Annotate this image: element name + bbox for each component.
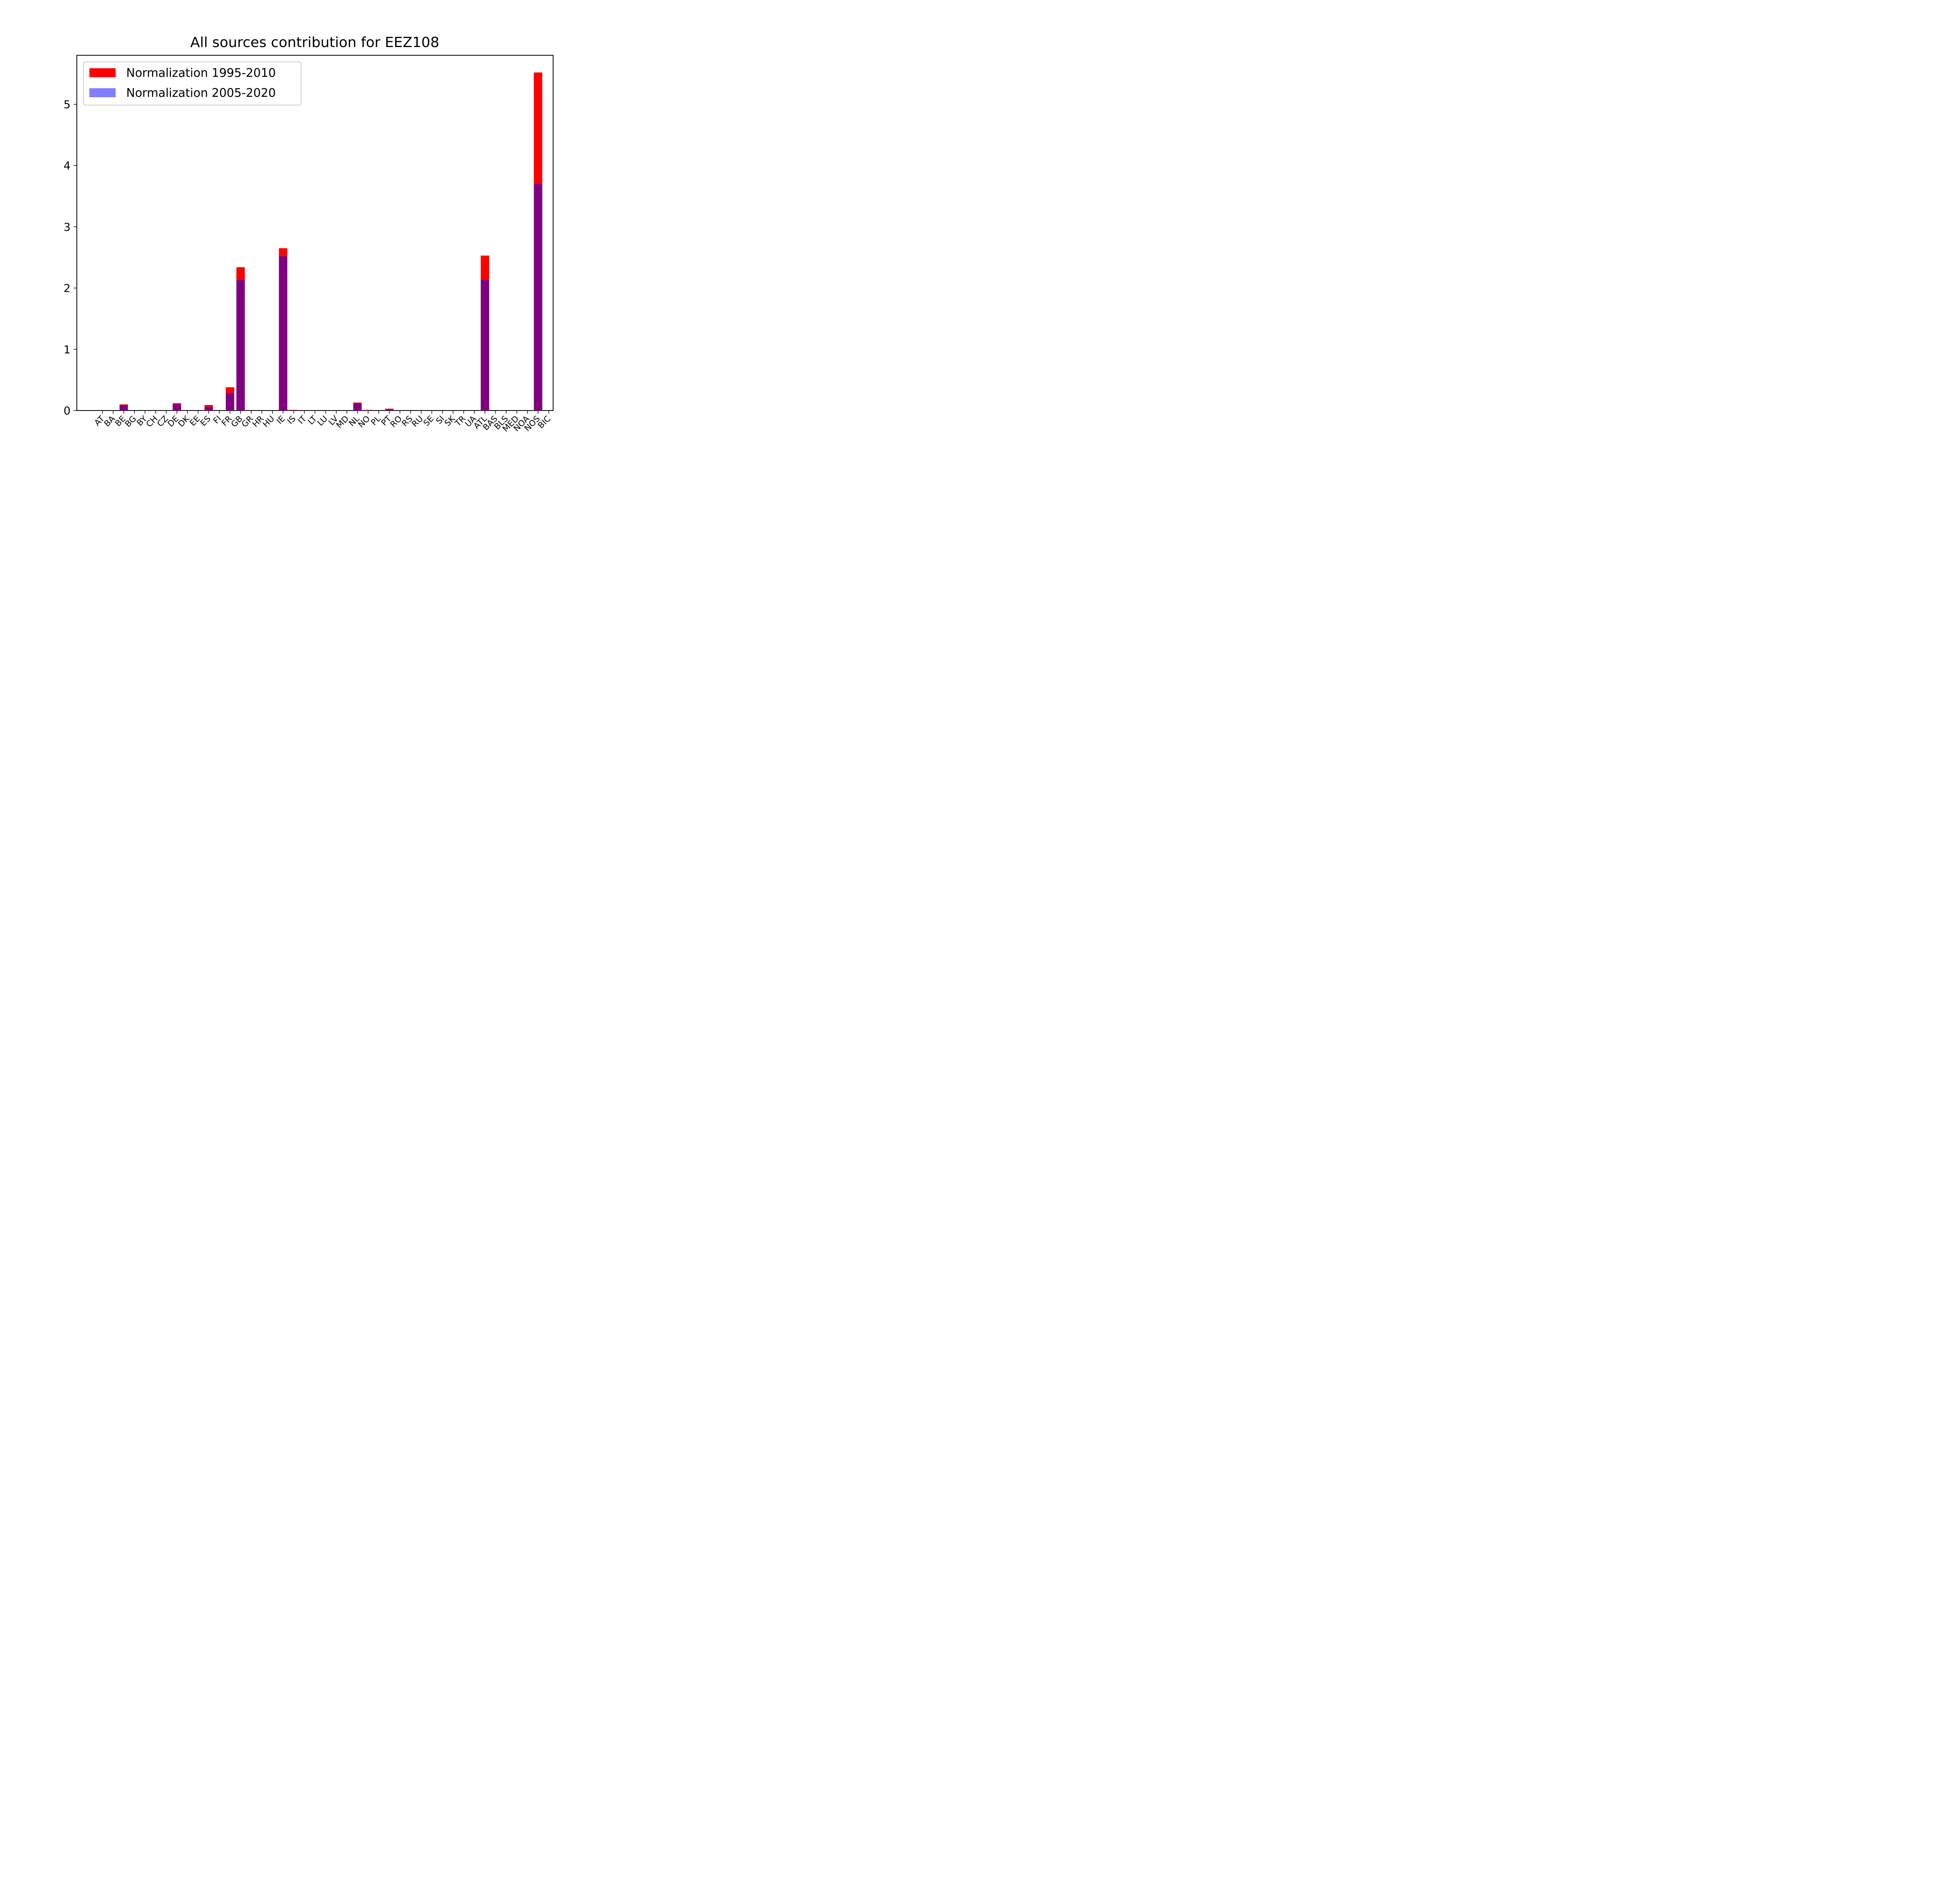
bar-fr-series-1 (225, 387, 234, 393)
legend: Normalization 1995-2010 Normalization 20… (83, 62, 301, 105)
x-tick-label: IS (285, 414, 298, 426)
y-tick-label: 3 (64, 220, 71, 233)
bar-gb-series-2 (236, 279, 245, 411)
bar-nos-series-1 (534, 72, 543, 184)
y-tick-label: 5 (64, 98, 71, 111)
x-tick-label: BIC (536, 414, 552, 431)
legend-label-series-2: Normalization 2005-2020 (126, 86, 276, 100)
bar-no-series-2 (364, 410, 372, 411)
chart-title: All sources contribution for EEZ108 (190, 35, 439, 51)
bar-ie-series-1 (279, 248, 287, 256)
bar-chart: All sources contribution for EEZ108 ATBA… (64, 35, 554, 434)
x-tick-label: ES (198, 414, 212, 428)
bar-be-series-1 (119, 404, 128, 405)
legend-swatch-series-2 (89, 88, 116, 97)
bar-de-series-2 (172, 404, 181, 411)
bars-group (119, 72, 543, 411)
bar-fr-series-2 (225, 392, 234, 411)
x-axis-ticks: ATBABEBGBYCHCZDEDKEEESFIFRGBGRHRHUIEISIT… (93, 411, 552, 434)
bar-atl-series-2 (481, 279, 489, 411)
bar-gb-series-1 (236, 267, 245, 280)
bar-is-series-2 (289, 410, 298, 411)
x-tick-label: SE (421, 414, 436, 428)
bar-ie-series-2 (279, 256, 287, 411)
y-tick-label: 4 (64, 159, 71, 172)
y-tick-label: 2 (64, 282, 71, 295)
y-tick-label: 1 (64, 343, 71, 356)
legend-label-series-1: Normalization 1995-2010 (126, 66, 276, 80)
x-tick-label: IE (275, 414, 287, 426)
bar-es-series-1 (204, 405, 213, 407)
x-tick-label: NO (356, 414, 372, 430)
y-tick-label: 0 (64, 404, 71, 417)
bar-nos-series-2 (534, 184, 543, 411)
bar-pt-series-2 (385, 409, 394, 411)
y-axis-ticks: 0 1 2 3 4 5 (64, 98, 77, 417)
bar-atl-series-1 (481, 255, 489, 280)
bar-es-series-2 (204, 407, 213, 411)
legend-swatch-series-1 (89, 68, 116, 77)
x-tick-label: HU (261, 414, 276, 429)
bar-nl-series-2 (353, 403, 362, 411)
legend-box (83, 62, 301, 105)
bar-be-series-2 (119, 405, 128, 411)
bar-de-series-1 (172, 403, 181, 405)
